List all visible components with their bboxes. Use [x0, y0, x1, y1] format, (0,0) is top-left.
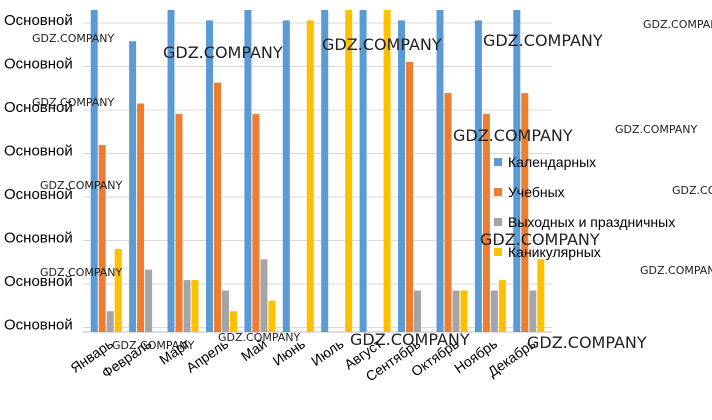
watermarks: GDZ.COMPANY GDZ.COMPANY GDZ.COMPANY GDZ.COM… — [32, 18, 712, 352]
watermark: GDZ.COMPANY — [483, 31, 603, 50]
y-tick-label: Основной — [4, 143, 73, 160]
bar-Календарных-Октябрь — [436, 10, 444, 332]
bar-Учебных-Март — [175, 113, 183, 333]
bar-Учебных-Апрель — [214, 82, 221, 332]
bar-Выходных и праздничных-Февраль — [145, 269, 153, 332]
y-tick-label: Основной — [4, 12, 73, 29]
legend-swatch — [494, 158, 502, 166]
bar-Календарных-Март — [167, 10, 175, 332]
bar-Каникулярных-Август — [383, 10, 391, 332]
bar-Календарных-Ноябрь — [474, 20, 482, 333]
bar-Каникулярных-Октябрь — [460, 290, 468, 332]
bar-Выходных и праздничных-Декабрь — [529, 290, 537, 332]
bar-Учебных-Февраль — [137, 103, 145, 332]
watermark: GDZ.COMPANY — [643, 18, 712, 31]
bar-Каникулярных-Декабрь — [537, 259, 545, 332]
bar-Календарных-Сентябрь — [398, 20, 405, 333]
watermark: GDZ.COMPANY — [453, 126, 573, 145]
y-axis-tick-labels: Основной Основной Основной Основной Основной… — [4, 12, 73, 334]
bar-Каникулярных-Апрель — [230, 311, 237, 332]
bar-Выходных и праздничных-Апрель — [222, 290, 229, 332]
bar-Календарных-Февраль — [129, 41, 137, 332]
legend-swatch — [494, 248, 502, 256]
bar-Выходных и праздничных-Май — [260, 259, 268, 332]
watermark: GDZ.COMPANY — [480, 230, 600, 249]
bar-Календарных-Июнь — [282, 20, 290, 333]
y-tick-label: Основной — [4, 230, 73, 247]
watermark: GDZ.COMPANY — [32, 32, 115, 45]
watermark: GDZ.COMPANY — [32, 96, 115, 109]
watermark: GDZ.COMPANY — [163, 43, 283, 62]
watermark: GDZ.COMPANY — [527, 333, 647, 352]
legend-label: Каникулярных — [508, 244, 601, 260]
y-tick-label: Основной — [4, 99, 73, 116]
watermark: GDZ.COMPANY — [40, 179, 123, 192]
watermark: GDZ.COMPANY — [640, 264, 712, 277]
legend-swatch — [494, 188, 502, 196]
bar-Учебных-Декабрь — [521, 93, 529, 332]
bar-Каникулярных-Июль — [345, 10, 353, 332]
x-tick-label: Июль — [308, 335, 346, 369]
gridlines — [83, 22, 552, 333]
bar-Каникулярных-Март — [191, 280, 199, 332]
watermark: GDZ.COMPANY — [112, 339, 195, 352]
legend-label: Выходных и праздничных — [508, 214, 675, 230]
bar-Календарных-Май — [244, 10, 252, 332]
bar-Календарных-Январь — [90, 10, 98, 332]
bar-Календарных-Апрель — [206, 20, 213, 333]
bars — [90, 10, 545, 333]
bar-Каникулярных-Ноябрь — [498, 280, 506, 332]
watermark: GDZ.COMPANY — [40, 266, 123, 279]
bar-Календарных-Август — [359, 10, 367, 332]
bar-Учебных-Январь — [98, 145, 106, 332]
y-tick-label: Основной — [4, 56, 73, 73]
bar-Выходных и праздничных-Ноябрь — [490, 290, 498, 332]
bar-Учебных-Май — [252, 113, 260, 333]
bar-Учебных-Ноябрь — [482, 113, 490, 333]
bar-Выходных и праздничных-Сентябрь — [414, 290, 421, 332]
bar-Каникулярных-Июнь — [306, 20, 314, 333]
legend: Календарных Учебных Выходных и праздничных… — [494, 154, 675, 260]
bar-Учебных-Сентябрь — [406, 61, 413, 333]
bar-Каникулярных-Январь — [114, 248, 122, 332]
legend-label: Календарных — [508, 154, 596, 170]
y-tick-label: Основной — [4, 273, 73, 290]
y-tick-label: Основной — [4, 186, 73, 203]
bar-Выходных и праздничных-Март — [183, 280, 191, 332]
watermark: GDZ.COMPANY — [672, 184, 712, 197]
bar-Календарных-Декабрь — [513, 10, 521, 332]
bar-Календарных-Июль — [321, 10, 329, 332]
watermark: GDZ.COMPANY — [350, 330, 470, 349]
legend-label: Учебных — [508, 184, 565, 200]
bar-Выходных и праздничных-Январь — [106, 311, 114, 332]
watermark: GDZ.COMPANY — [615, 123, 698, 136]
y-tick-label: Основной — [4, 317, 73, 334]
bar-Учебных-Октябрь — [444, 93, 452, 332]
watermark: GDZ.COMPANY — [322, 35, 442, 54]
watermark: GDZ.COMPANY — [218, 331, 301, 344]
bar-Выходных и праздничных-Октябрь — [452, 290, 460, 332]
legend-swatch — [494, 218, 502, 226]
bar-Каникулярных-Май — [268, 300, 276, 332]
